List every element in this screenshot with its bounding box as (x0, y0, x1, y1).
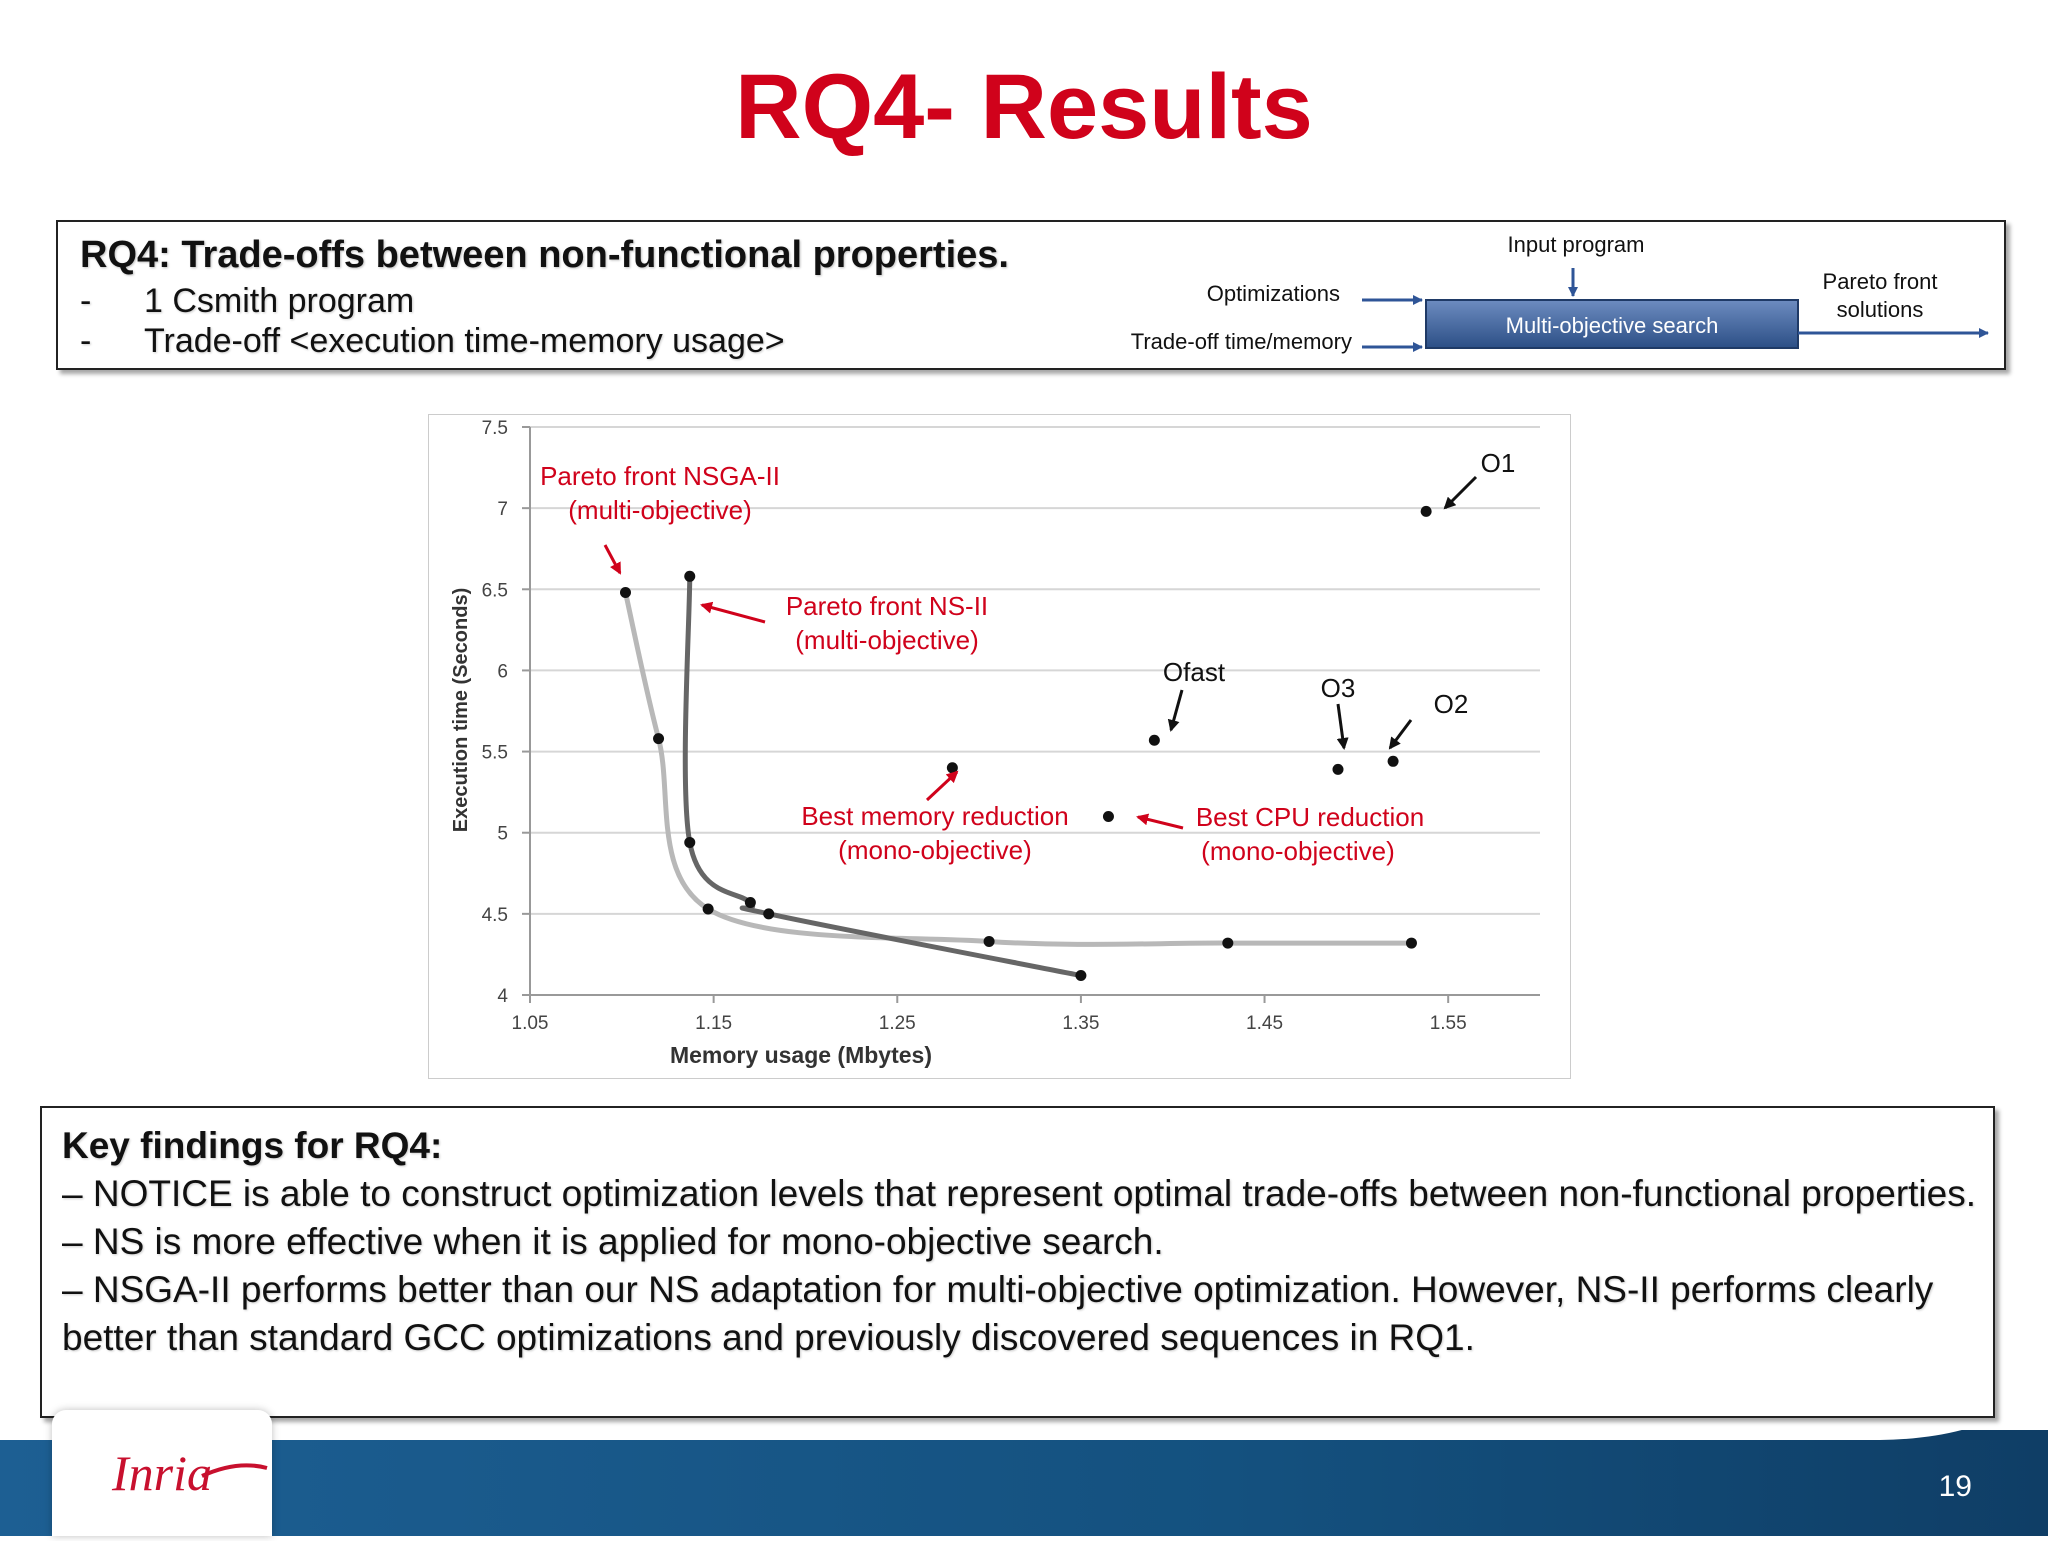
annotation-cpu-line2: (mono-objective) (1201, 836, 1395, 866)
annotation-mem-arrow (925, 770, 959, 802)
key-findings-text: Key findings for RQ4: – NOTICE is able t… (62, 1122, 1977, 1362)
chart-frame (428, 414, 1571, 1079)
footer-swoosh (1880, 1430, 2048, 1440)
annotation-mem-line2: (mono-objective) (838, 835, 1032, 865)
x-tick-label: 1.15 (695, 1013, 732, 1034)
inria-logo-text: Inria (111, 1445, 212, 1501)
y-tick-label: 5 (497, 824, 508, 845)
optimizations-label: Optimizations (1207, 281, 1340, 306)
annotation-nsga-line1: Pareto front NSGA-II (540, 461, 780, 491)
data-point-s0-1 (653, 733, 665, 745)
annotation-nsga-line2: (multi-objective) (568, 495, 752, 525)
page-number: 19 (1938, 1470, 1972, 1503)
annotation-o1-arrow (1443, 475, 1478, 510)
data-point-s7-0 (1420, 505, 1432, 517)
y-tick-label: 7.5 (482, 418, 508, 439)
rq-item-text: 1 Csmith program (144, 282, 415, 320)
data-point-s0-0 (619, 587, 631, 599)
data-point-s0-2 (702, 903, 714, 915)
y-tick-label: 7 (497, 499, 508, 520)
y-tick-label: 5.5 (482, 743, 508, 764)
annotation-cpu-arrow (1136, 813, 1184, 830)
annotation-o3: O3 (1321, 673, 1356, 703)
logo-card: Inria (52, 1410, 272, 1536)
annotation-nsga-arrow (603, 544, 622, 575)
y-tick-label: 6 (497, 661, 508, 682)
key-finding-3: – NSGA-II performs better than our NS ad… (62, 1269, 1934, 1358)
x-tick-label: 1.25 (879, 1013, 916, 1034)
rq-box: RQ4: Trade-offs between non-functional p… (56, 220, 2006, 370)
data-point-s1-0 (684, 570, 696, 582)
x-tick-label: 1.45 (1246, 1013, 1283, 1034)
data-point-s0-5 (1405, 937, 1417, 949)
multi-objective-search-label: Multi-objective search (1506, 313, 1719, 338)
slide-title: RQ4- Results (735, 56, 1313, 158)
data-point-s1-4 (1075, 970, 1087, 982)
key-finding-2: – NS is more effective when it is applie… (62, 1221, 1164, 1262)
data-point-s0-4 (1222, 937, 1234, 949)
y-axis-label: Execution time (Seconds) (450, 588, 472, 833)
data-point-s0-3 (983, 935, 995, 947)
rq-item-dash: - (80, 282, 92, 320)
inria-logo: Inria (111, 1445, 268, 1501)
y-tick-label: 4.5 (482, 905, 508, 926)
footer-band (0, 1430, 2048, 1536)
rq-item-2: - Trade-off <execution time-memory usage> (80, 322, 785, 361)
key-findings-box: Key findings for RQ4: – NOTICE is able t… (40, 1106, 1995, 1418)
annotation-ns-line2: (multi-objective) (795, 625, 979, 655)
x-axis-label: Memory usage (Mbytes) (670, 1042, 932, 1068)
series-layer (619, 505, 1432, 982)
x-tick-label: 1.35 (1062, 1013, 1099, 1034)
data-point-s1-3 (763, 908, 775, 920)
rq-item-1: - 1 Csmith program (80, 282, 414, 321)
output-label-line1: Pareto front (1823, 269, 1938, 294)
annotation-o2: O2 (1434, 689, 1469, 719)
key-finding-1: – NOTICE is able to construct optimizati… (62, 1173, 1977, 1214)
grid-lines (530, 426, 1540, 915)
data-point-s4-0 (1148, 734, 1160, 746)
data-point-s1-2 (744, 896, 756, 908)
data-point-s1-1 (684, 836, 696, 848)
data-point-s5-0 (1332, 763, 1344, 775)
annotation-ns-arrow (700, 601, 766, 624)
annotation-o3-arrow (1336, 703, 1349, 750)
annotation-o1: O1 (1481, 448, 1516, 478)
output-label-line2: solutions (1837, 297, 1924, 322)
y-tick-label: 4 (497, 986, 508, 1007)
rq-item-dash: - (80, 322, 92, 360)
annotation-ns-line1: Pareto front NS-II (786, 591, 988, 621)
x-tick-label: 1.55 (1430, 1013, 1467, 1034)
tradeoff-label: Trade-off time/memory (1131, 329, 1352, 354)
process-diagram: Input program Optimizations Trade-off ti… (1131, 232, 1989, 354)
annotation-ofast: Ofast (1163, 657, 1226, 687)
input-program-label: Input program (1508, 232, 1645, 257)
inria-logo-swash (201, 1463, 268, 1478)
tick-labels: 4 4.5 5 5.5 6 6.5 7 7.5 1.05 1.15 1.25 1.35 1.45 1.55 (482, 418, 1467, 1034)
footer-background (0, 1440, 2048, 1536)
annotation-o2-arrow (1388, 719, 1413, 750)
y-tick-label: 6.5 (482, 580, 508, 601)
annotation-mem-line1: Best memory reduction (801, 801, 1068, 831)
key-findings-heading: Key findings for RQ4: (62, 1125, 443, 1166)
pareto-chart: 4 4.5 5 5.5 6 6.5 7 7.5 1.05 1.15 1.25 1.35 1.45 1.55… (450, 418, 1540, 1068)
x-tick-label: 1.05 (512, 1013, 549, 1034)
rq-item-text: Trade-off <execution time-memory usage> (144, 322, 785, 360)
rq-heading: RQ4: Trade-offs between non-functional p… (80, 234, 1009, 276)
data-point-s3-0 (1102, 810, 1114, 822)
data-point-s6-0 (1387, 755, 1399, 767)
multi-objective-search-box (1425, 299, 1799, 349)
annotation-ofast-arrow (1167, 689, 1184, 732)
data-point-s2-0 (946, 762, 958, 774)
series-line-0 (623, 591, 1412, 947)
annotation-cpu-line1: Best CPU reduction (1196, 802, 1424, 832)
